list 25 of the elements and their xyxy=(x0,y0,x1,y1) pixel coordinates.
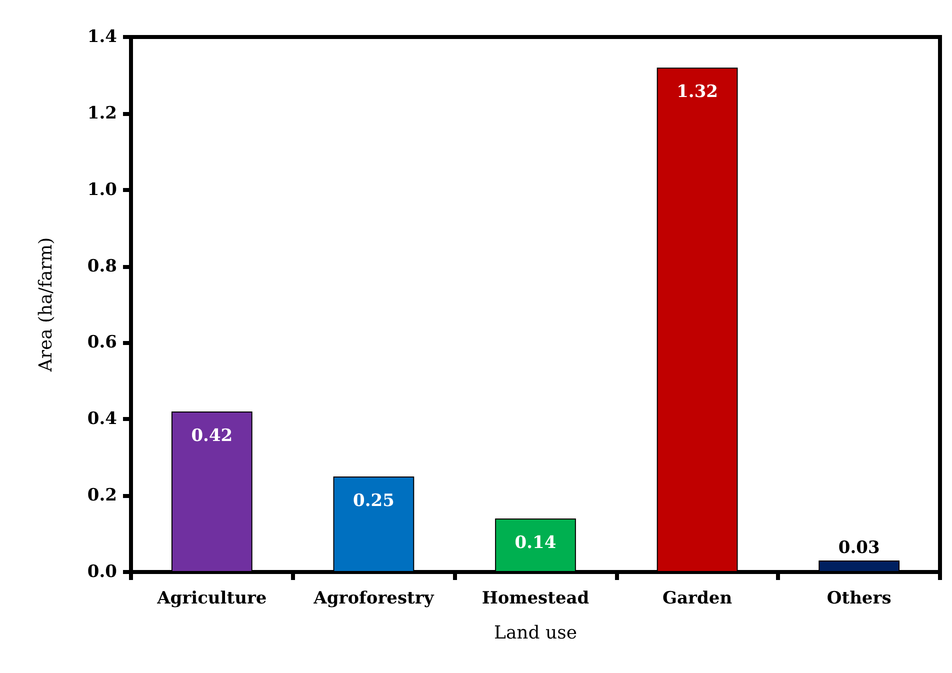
y-tick-label: 0.8 xyxy=(87,256,117,276)
data-label: 0.42 xyxy=(191,426,233,446)
data-label: 0.14 xyxy=(514,533,556,553)
x-tick-label: Homestead xyxy=(482,588,590,608)
x-axis-title: Land use xyxy=(494,622,578,644)
y-tick-label: 0.4 xyxy=(87,409,118,430)
y-tick-label: 0.2 xyxy=(87,486,117,506)
x-tick-label: Agroforestry xyxy=(312,588,435,608)
y-tick-label: 1.2 xyxy=(87,103,117,124)
bar xyxy=(333,476,414,572)
bar xyxy=(656,68,738,572)
y-tick-label: 1.0 xyxy=(87,180,118,200)
x-tick-label: Others xyxy=(826,588,892,608)
bar xyxy=(495,518,576,572)
y-tick-label: 0.6 xyxy=(87,332,117,353)
y-tick-label: 1.4 xyxy=(87,27,118,47)
bar xyxy=(818,560,900,572)
data-label: 0.03 xyxy=(838,538,880,558)
y-axis-title: Area (ha/farm) xyxy=(36,237,56,373)
y-tick-label: 0.0 xyxy=(87,562,118,582)
bar xyxy=(171,412,252,572)
data-label: 0.25 xyxy=(352,490,394,511)
x-tick-label: Garden xyxy=(662,588,732,608)
x-tick-label: Agriculture xyxy=(156,588,267,608)
data-label: 1.32 xyxy=(676,82,718,102)
